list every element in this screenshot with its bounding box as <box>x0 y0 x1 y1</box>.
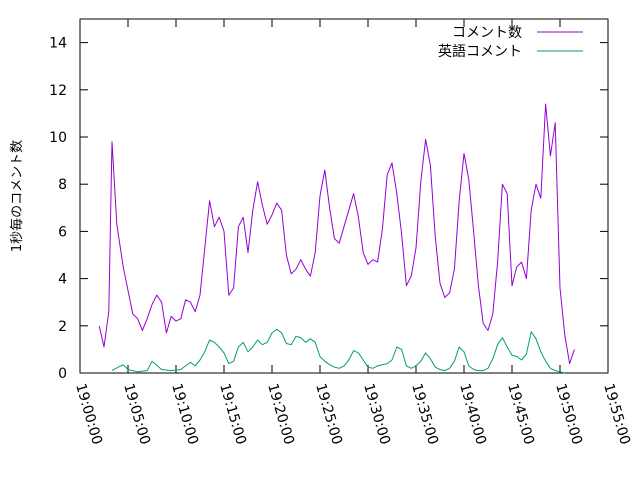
y-tick-label: 2 <box>58 319 67 335</box>
x-tick-label: 19:20:00 <box>264 382 297 447</box>
y-tick-label: 6 <box>58 224 67 240</box>
x-tick-label: 19:45:00 <box>504 382 537 447</box>
y-tick-label: 8 <box>58 177 67 193</box>
x-tick-label: 19:55:00 <box>600 382 633 447</box>
y-tick-label: 14 <box>49 36 67 52</box>
legend-label-2: 英語コメント <box>438 43 522 60</box>
legend-label-1: コメント数 <box>452 25 522 41</box>
x-tick-label: 19:15:00 <box>216 382 249 447</box>
x-tick-label: 19:50:00 <box>552 382 585 447</box>
series-line-1 <box>98 103 575 365</box>
x-tick-label: 19:30:00 <box>360 382 393 447</box>
series-line-2 <box>111 328 565 374</box>
x-tick-label: 19:05:00 <box>120 382 153 447</box>
x-tick-label: 19:10:00 <box>168 382 201 447</box>
x-tick-label: 19:25:00 <box>312 382 345 447</box>
y-tick-label: 4 <box>58 272 67 288</box>
y-axis-label: 1秒毎のコメント数 <box>9 140 25 252</box>
x-tick-label: 19:00:00 <box>72 382 105 447</box>
x-tick-label: 19:35:00 <box>408 382 441 447</box>
x-tick-label: 19:40:00 <box>456 382 489 447</box>
plot-area: 0 2 4 6 8 10 12 14 19:00:00 19:05:00 19:10:00 19:15… <box>49 18 633 447</box>
plot-frame <box>79 18 609 374</box>
y-tick-label: 0 <box>58 366 67 382</box>
y-tick-label: 10 <box>49 130 67 146</box>
y-tick-label: 12 <box>49 83 67 99</box>
